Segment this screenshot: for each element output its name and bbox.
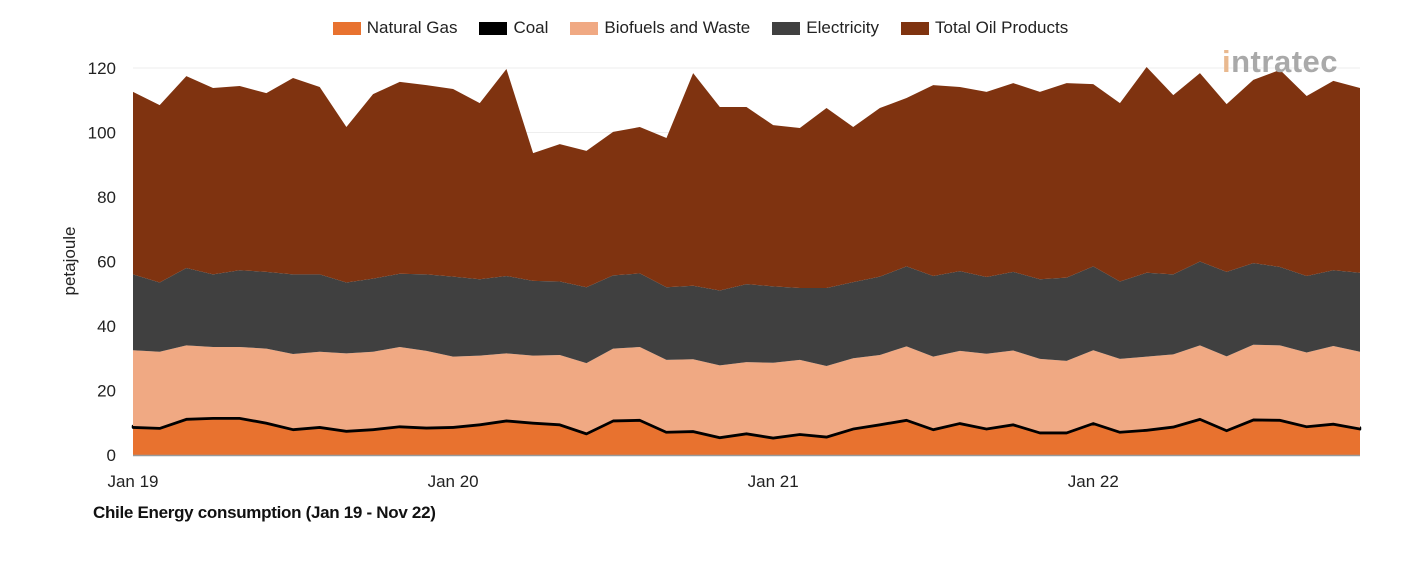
legend-item-coal: Coal [479,18,548,38]
legend: Natural Gas Coal Biofuels and Waste Electri… [0,18,1401,38]
legend-swatch [570,21,599,35]
area-total-oil-products [133,67,1360,291]
y-tick-label: 100 [88,124,116,143]
area-natural-gas [133,418,1360,455]
y-tick-label: 20 [97,382,116,401]
chart-title: Chile Energy consumption (Jan 19 - Nov 2… [93,503,436,522]
intratec-logo: intratec [1222,44,1338,79]
legend-label: Electricity [806,18,879,37]
legend-item-total-oil-products: Total Oil Products [901,18,1068,38]
area-electricity [133,261,1360,366]
legend-swatch [479,21,508,35]
x-tick-label: Jan 21 [748,472,799,491]
legend-item-electricity: Electricity [772,18,879,38]
legend-swatch [901,21,929,35]
legend-item-natural-gas: Natural Gas [332,18,458,38]
x-tick-label: Jan 20 [428,472,479,491]
area-coal [131,415,1362,440]
x-tick-label: Jan 19 [107,472,158,491]
y-tick-label: 80 [97,188,116,207]
y-tick-label: 60 [97,253,116,272]
legend-item-biofuels-and-waste: Biofuels and Waste [570,18,750,38]
legend-label: Coal [513,18,549,37]
legend-label: Natural Gas [366,18,458,37]
legend-label: Total Oil Products [935,18,1069,37]
legend-swatch [332,21,361,35]
y-tick-label: 120 [88,59,116,78]
legend-swatch [772,21,801,35]
x-tick-label: Jan 22 [1068,472,1119,491]
area-biofuels-and-waste [133,344,1360,437]
y-tick-label: 0 [107,446,116,465]
legend-label: Biofuels and Waste [604,18,751,37]
y-tick-label: 40 [97,317,116,336]
y-axis-label: petajoule [60,226,79,295]
